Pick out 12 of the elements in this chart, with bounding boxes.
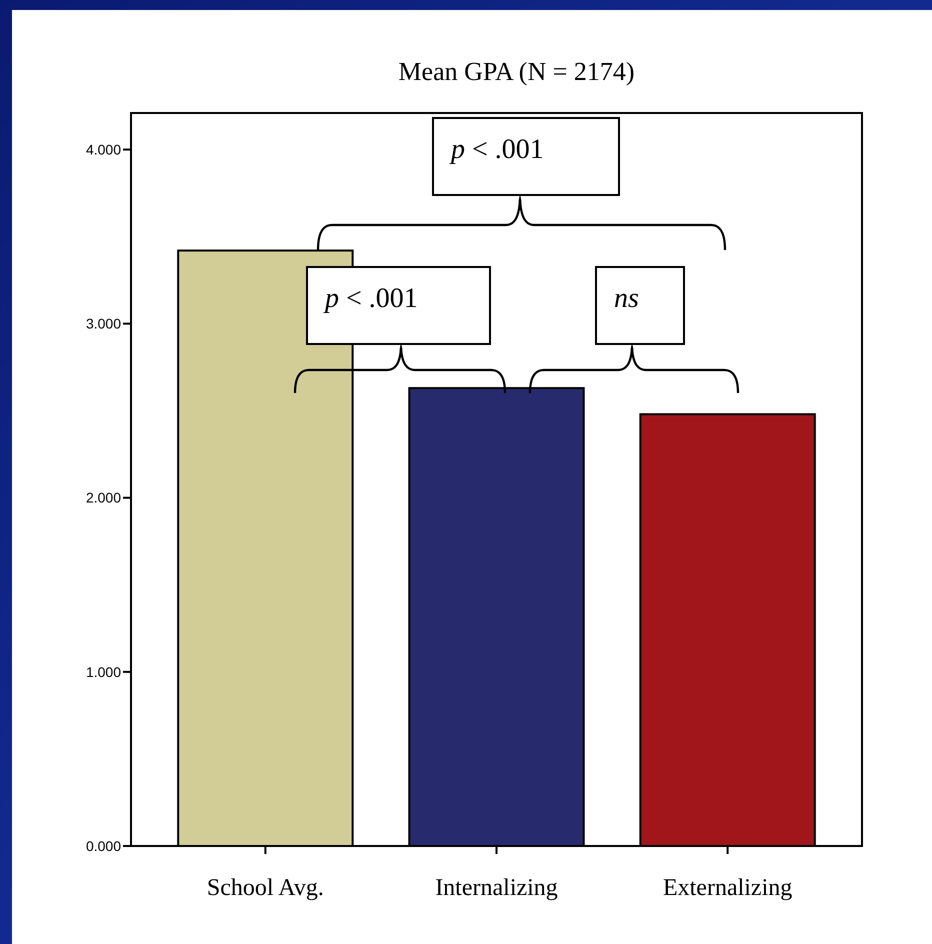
annotation: p < .001 xyxy=(323,283,418,314)
x-tick-label: Internalizing xyxy=(435,875,558,901)
annotation: ns xyxy=(614,283,639,314)
chart-title: Mean GPA (N = 2174) xyxy=(398,57,635,86)
y-tick-label: 4.000 xyxy=(86,141,122,158)
x-tick-label: Externalizing xyxy=(662,875,792,901)
y-tick-label: 1.000 xyxy=(86,664,122,680)
annotation: p < .001 xyxy=(449,134,544,165)
y-tick-label: 3.000 xyxy=(86,316,122,332)
y-tick-label: 0.000 xyxy=(86,838,122,854)
x-tick-label: School Avg. xyxy=(206,875,324,901)
y-tick-label: 2.000 xyxy=(86,490,122,506)
